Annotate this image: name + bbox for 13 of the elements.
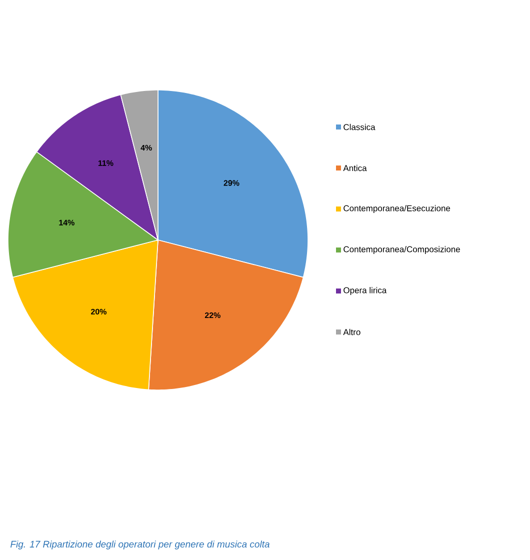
legend-label: Classica <box>344 124 376 130</box>
data-label: 22% <box>204 312 220 318</box>
legend-label: Antica <box>343 164 367 172</box>
caption: Fig. 17 Ripartizione degli operatori per genere di musica colta <box>10 540 270 550</box>
legend-label: Contemporanea/Composizione <box>344 246 460 254</box>
legend-label: Opera lirica <box>344 287 387 295</box>
legend-label: Contemporanea/Esecuzione <box>344 205 450 213</box>
data-label: 29% <box>224 180 240 186</box>
data-label: 14% <box>59 220 74 226</box>
data-label: 4% <box>140 144 152 151</box>
data-label: 20% <box>90 308 107 314</box>
data-label: 11% <box>98 160 114 166</box>
legend-label: Altro <box>343 328 360 336</box>
